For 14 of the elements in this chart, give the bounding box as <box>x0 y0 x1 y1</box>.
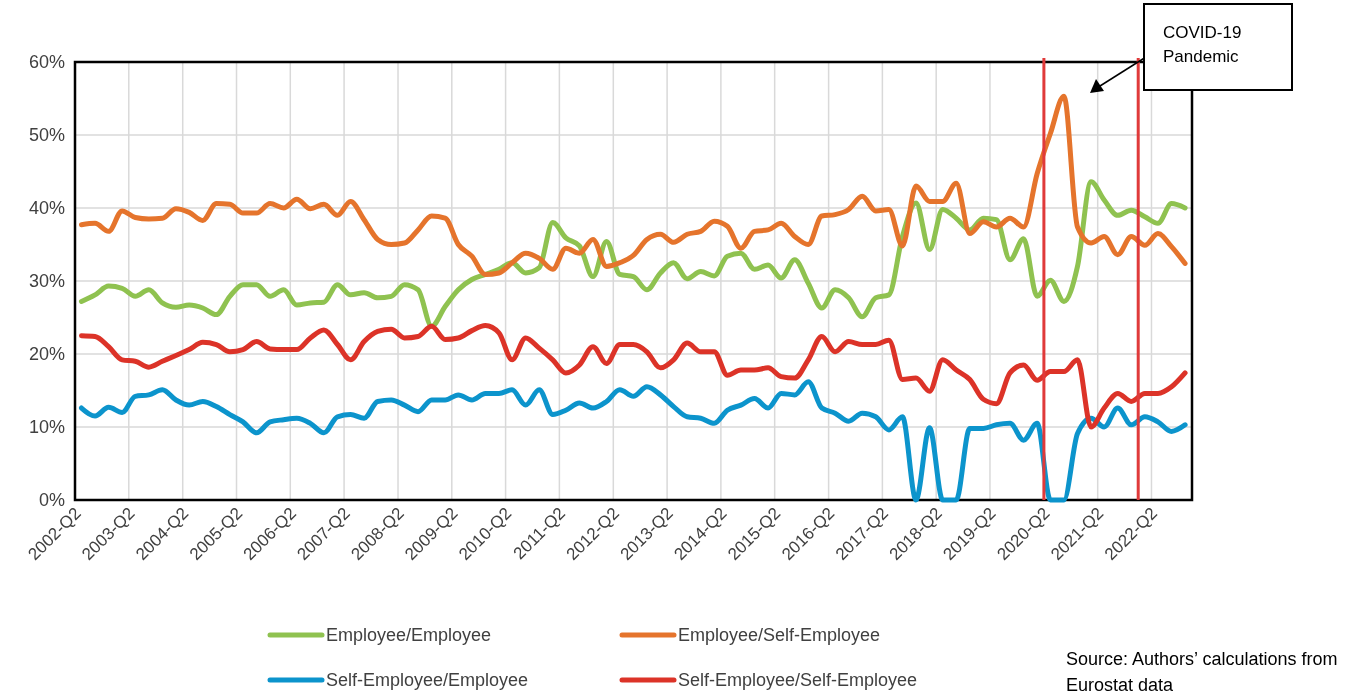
legend-label: Self-Employee/Self-Employee <box>678 670 918 691</box>
y-tick-label: 10% <box>28 417 65 438</box>
y-tick-label: 40% <box>28 198 65 219</box>
legend-label: Employee/Employee <box>326 625 492 646</box>
y-tick-label: 60% <box>28 52 65 73</box>
callout-box: COVID-19 Pandemic <box>1143 3 1293 91</box>
source-note: Source: Authors’ calculations from Eurostat data <box>1066 648 1339 695</box>
y-tick-label: 20% <box>28 344 65 365</box>
y-tick-label: 30% <box>28 271 65 292</box>
y-tick-label: 0% <box>38 490 65 511</box>
y-tick-label: 50% <box>28 125 65 146</box>
legend-label: Employee/Self-Employee <box>678 625 881 646</box>
legend-label: Self-Employee/Employee <box>326 670 529 691</box>
annotation: COVID-19 Pandemic <box>1163 22 1243 68</box>
